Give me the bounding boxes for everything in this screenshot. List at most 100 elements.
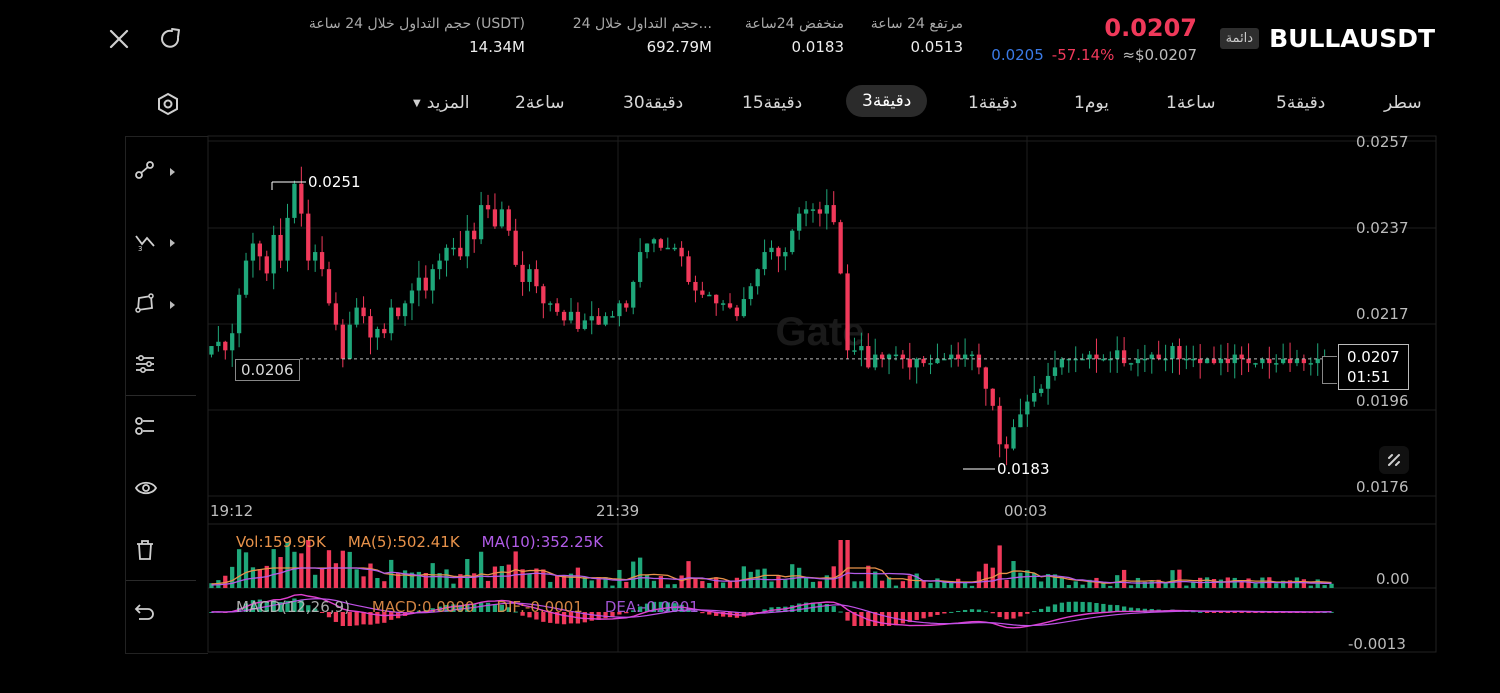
macd-histogram-bar — [1018, 612, 1023, 617]
candle — [292, 183, 297, 218]
candle — [631, 281, 636, 308]
macd-histogram-bar — [935, 612, 940, 615]
macd-histogram-bar — [250, 600, 256, 612]
candle — [423, 277, 428, 291]
indicator-settings-tool[interactable] — [134, 353, 156, 379]
volume-bar — [1281, 580, 1286, 588]
close-icon[interactable] — [104, 24, 134, 54]
contract-badge: دائمة — [1219, 28, 1260, 49]
volume-bar — [1121, 569, 1127, 588]
tab-1m[interactable]: 1دقيقة — [968, 93, 1018, 113]
candle — [873, 354, 878, 368]
undo-tool[interactable] — [134, 601, 156, 627]
visibility-tool[interactable] — [134, 477, 158, 503]
candle — [1308, 363, 1313, 365]
macd-histogram-bar — [382, 612, 387, 623]
candle — [313, 252, 318, 261]
candle — [264, 256, 269, 274]
macd-histogram-bar — [873, 612, 878, 626]
macd-histogram-bar — [561, 612, 567, 625]
macd-histogram-bar — [1094, 603, 1099, 612]
trendline-tool[interactable] — [134, 159, 175, 185]
volume-bar — [589, 580, 594, 588]
volume-bar — [451, 583, 456, 588]
macd-histogram-bar — [1225, 612, 1230, 613]
x-tick: 21:39 — [596, 502, 640, 520]
more-dropdown[interactable]: ▼ المزيد — [413, 93, 470, 113]
tab-2h[interactable]: 2ساعة — [515, 93, 565, 113]
candle — [1204, 358, 1210, 364]
candle — [1301, 358, 1307, 364]
candle — [797, 213, 802, 231]
macd-histogram-bar — [333, 612, 339, 622]
shape-tool[interactable] — [134, 292, 175, 318]
volume-bar — [1108, 585, 1113, 588]
macd-histogram-bar — [845, 612, 850, 621]
macd-histogram-bar — [983, 611, 988, 613]
hline-label[interactable]: 0.0206 — [235, 359, 300, 381]
candle — [790, 230, 795, 253]
tab-30m[interactable]: 30دقيقة — [623, 93, 684, 113]
volume-bar — [603, 577, 608, 588]
volume-bar — [1184, 585, 1189, 588]
candle — [340, 324, 345, 359]
symbol-header[interactable]: دائمة BULLAUSDT — [1219, 24, 1435, 53]
stat-high: مرتفع 24 ساعة 0.0513 — [870, 16, 963, 56]
volume-bar — [492, 566, 498, 588]
candle — [707, 294, 712, 297]
volume-bar — [402, 570, 408, 588]
volume-bar — [541, 569, 546, 588]
volume-bar — [534, 568, 539, 588]
tab-1d[interactable]: 1يوم — [1074, 93, 1109, 113]
macd-histogram-bar — [1211, 612, 1217, 613]
fibonacci-tool[interactable]: 3 — [134, 230, 175, 256]
candle — [637, 252, 643, 282]
volume-bar — [886, 577, 892, 588]
volume-bar — [395, 573, 401, 588]
candle — [306, 213, 311, 261]
macd-histogram-bar — [375, 612, 380, 624]
macd-histogram-bar — [1101, 603, 1106, 612]
candle — [1294, 358, 1300, 364]
volume-bar — [458, 574, 463, 588]
candle — [769, 247, 774, 253]
volume-bar — [956, 578, 961, 588]
volume-bar — [382, 581, 387, 588]
refresh-icon[interactable] — [156, 24, 186, 54]
candle — [741, 299, 746, 317]
macd-histogram-bar — [1198, 611, 1203, 613]
macd-histogram-bar — [548, 612, 553, 623]
delete-tool[interactable] — [134, 539, 156, 565]
candle — [817, 209, 823, 214]
candle — [1018, 414, 1023, 428]
volume-bar — [831, 566, 836, 588]
settings-icon[interactable] — [153, 89, 183, 119]
macd-histogram-bar — [1246, 612, 1251, 613]
y-tick: 0.0217 — [1356, 305, 1409, 323]
volume-bar — [727, 581, 733, 588]
volume-bar — [333, 563, 339, 588]
toolbar-divider — [126, 395, 196, 396]
volume-bar — [1322, 585, 1327, 588]
tab-line[interactable]: سطر — [1384, 93, 1422, 113]
macd-histogram-bar — [797, 603, 802, 612]
tab-1h[interactable]: 1ساعة — [1166, 93, 1216, 113]
macd-histogram-bar — [637, 606, 643, 612]
reset-view-icon[interactable] — [1379, 446, 1409, 474]
tab-3m[interactable]: 3دقيقة — [846, 85, 928, 117]
tab-5m[interactable]: 5دقيقة — [1276, 93, 1326, 113]
candle — [1059, 358, 1065, 368]
macd-histogram-bar — [956, 611, 961, 613]
tab-15m[interactable]: 15دقيقة — [742, 93, 803, 113]
candle — [416, 277, 422, 291]
volume-bar — [1128, 585, 1134, 588]
layers-tool[interactable] — [134, 415, 156, 441]
expand-arrow-icon — [170, 301, 175, 309]
macd-histogram-bar — [707, 612, 712, 615]
volume-bar — [1163, 582, 1168, 588]
volume-bar — [1329, 583, 1334, 588]
candle — [1142, 358, 1148, 361]
candle — [900, 354, 906, 359]
